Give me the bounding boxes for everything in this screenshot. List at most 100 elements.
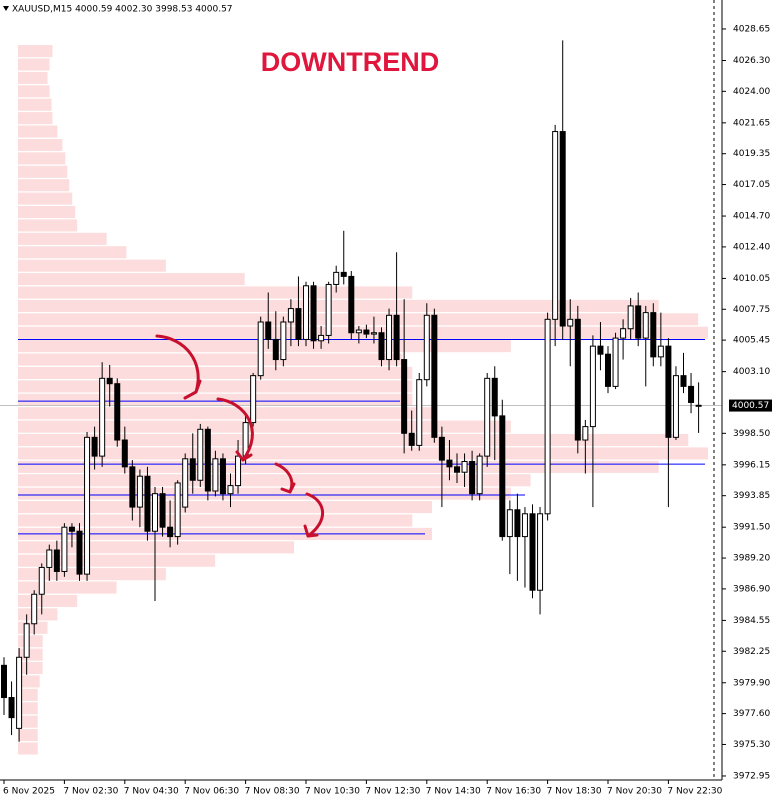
profile-bar — [18, 393, 413, 406]
y-tick-label: 3991.50 — [733, 523, 770, 533]
candle-body — [582, 426, 589, 441]
candle-body — [84, 436, 91, 575]
candle-body — [318, 334, 325, 342]
candle-body — [491, 377, 498, 417]
candle-body — [61, 526, 68, 572]
candle-body — [182, 458, 189, 508]
profile-bar — [18, 688, 38, 701]
y-tick-label: 3996.15 — [733, 460, 770, 470]
x-tick-label: 6 Nov 2025 — [3, 787, 55, 797]
candle-body — [189, 458, 196, 481]
candle-body — [68, 526, 75, 532]
candle-body — [416, 379, 423, 446]
profile-bar — [18, 474, 531, 487]
y-tick-label: 4024.00 — [733, 87, 770, 97]
candles — [1, 40, 702, 742]
profile-bar — [18, 45, 53, 58]
profile-bar — [18, 420, 511, 433]
candle-body — [393, 314, 400, 361]
candle-body — [303, 285, 309, 340]
candle-body — [355, 329, 362, 334]
candle-body — [567, 318, 574, 327]
y-tick-label: 4012.40 — [733, 242, 770, 252]
candle-body — [348, 275, 355, 334]
candle-body — [114, 383, 121, 441]
candle-body — [8, 697, 15, 719]
candle-body — [136, 475, 143, 508]
candle-body — [378, 332, 385, 361]
candle-body — [76, 530, 83, 575]
candle-body — [38, 566, 45, 595]
profile-bar — [18, 608, 58, 621]
profile-bar — [18, 581, 117, 594]
y-tick-label: 3972.95 — [733, 771, 770, 781]
profile-bar — [18, 85, 50, 98]
candle-body — [544, 318, 551, 515]
profile-bar — [18, 205, 76, 219]
profile-bar — [18, 273, 245, 286]
arrows — [155, 334, 325, 538]
candle-body — [665, 345, 672, 438]
candle-body — [657, 345, 664, 358]
x-tick-label: 7 Nov 20:30 — [607, 787, 662, 797]
candle-body — [46, 549, 53, 568]
profile-bar — [18, 594, 78, 607]
profile-bar — [18, 58, 50, 71]
candle-body — [650, 312, 657, 358]
profile-bar — [18, 661, 43, 675]
candle-body — [423, 314, 430, 381]
profile-bar — [18, 433, 689, 447]
arrow — [274, 462, 296, 494]
y-tick-label: 3986.90 — [733, 584, 770, 594]
candle-body — [688, 385, 695, 403]
candle-body — [597, 345, 604, 355]
candle-body — [1, 664, 7, 699]
candle-body — [310, 285, 317, 342]
x-tick-label: 7 Nov 06:30 — [184, 787, 239, 797]
candle-body — [227, 485, 234, 495]
x-tick-label: 7 Nov 22:30 — [667, 787, 722, 797]
candle-body — [340, 271, 347, 277]
arrow — [303, 492, 325, 538]
candle-body — [363, 329, 370, 335]
arrow — [216, 397, 254, 462]
candle-body — [672, 375, 679, 438]
profile-bar — [18, 125, 58, 138]
candle-body — [121, 439, 128, 468]
current-price-label: 4000.57 — [732, 401, 769, 411]
candle-body — [197, 428, 204, 481]
y-tick-label: 4019.35 — [733, 149, 770, 159]
y-tick-label: 4003.10 — [733, 367, 770, 377]
profile-bar — [18, 702, 38, 715]
candle-body — [333, 271, 340, 285]
y-tick-label: 4021.65 — [733, 118, 770, 128]
candle-body — [521, 513, 528, 538]
profile-bar — [18, 514, 413, 527]
profile-bar — [18, 501, 432, 514]
symbol-icon — [3, 6, 9, 11]
candle-body — [174, 482, 181, 538]
candle-body — [287, 308, 294, 323]
x-tick-label: 7 Nov 12:30 — [365, 787, 420, 797]
profile-bar — [18, 460, 659, 473]
candle-body — [514, 509, 521, 538]
x-tick-label: 7 Nov 08:30 — [245, 787, 300, 797]
profile-bar — [18, 447, 708, 460]
y-tick-label: 4007.75 — [733, 305, 770, 315]
x-tick-label: 7 Nov 10:30 — [305, 787, 360, 797]
x-tick-label: 7 Nov 14:30 — [426, 787, 481, 797]
x-tick-label: 7 Nov 02:30 — [63, 787, 118, 797]
candle-body — [31, 593, 38, 625]
profile-bar — [18, 179, 70, 192]
candle-body — [219, 458, 226, 495]
candle-body — [574, 318, 581, 441]
candle-body — [529, 513, 536, 591]
candle-body — [499, 415, 506, 538]
candle-body — [129, 466, 136, 508]
y-tick-label: 3977.60 — [733, 709, 770, 719]
candle-body — [612, 337, 619, 387]
profile-bar — [18, 366, 413, 380]
candle-body — [106, 377, 113, 385]
candle-body — [559, 131, 566, 327]
